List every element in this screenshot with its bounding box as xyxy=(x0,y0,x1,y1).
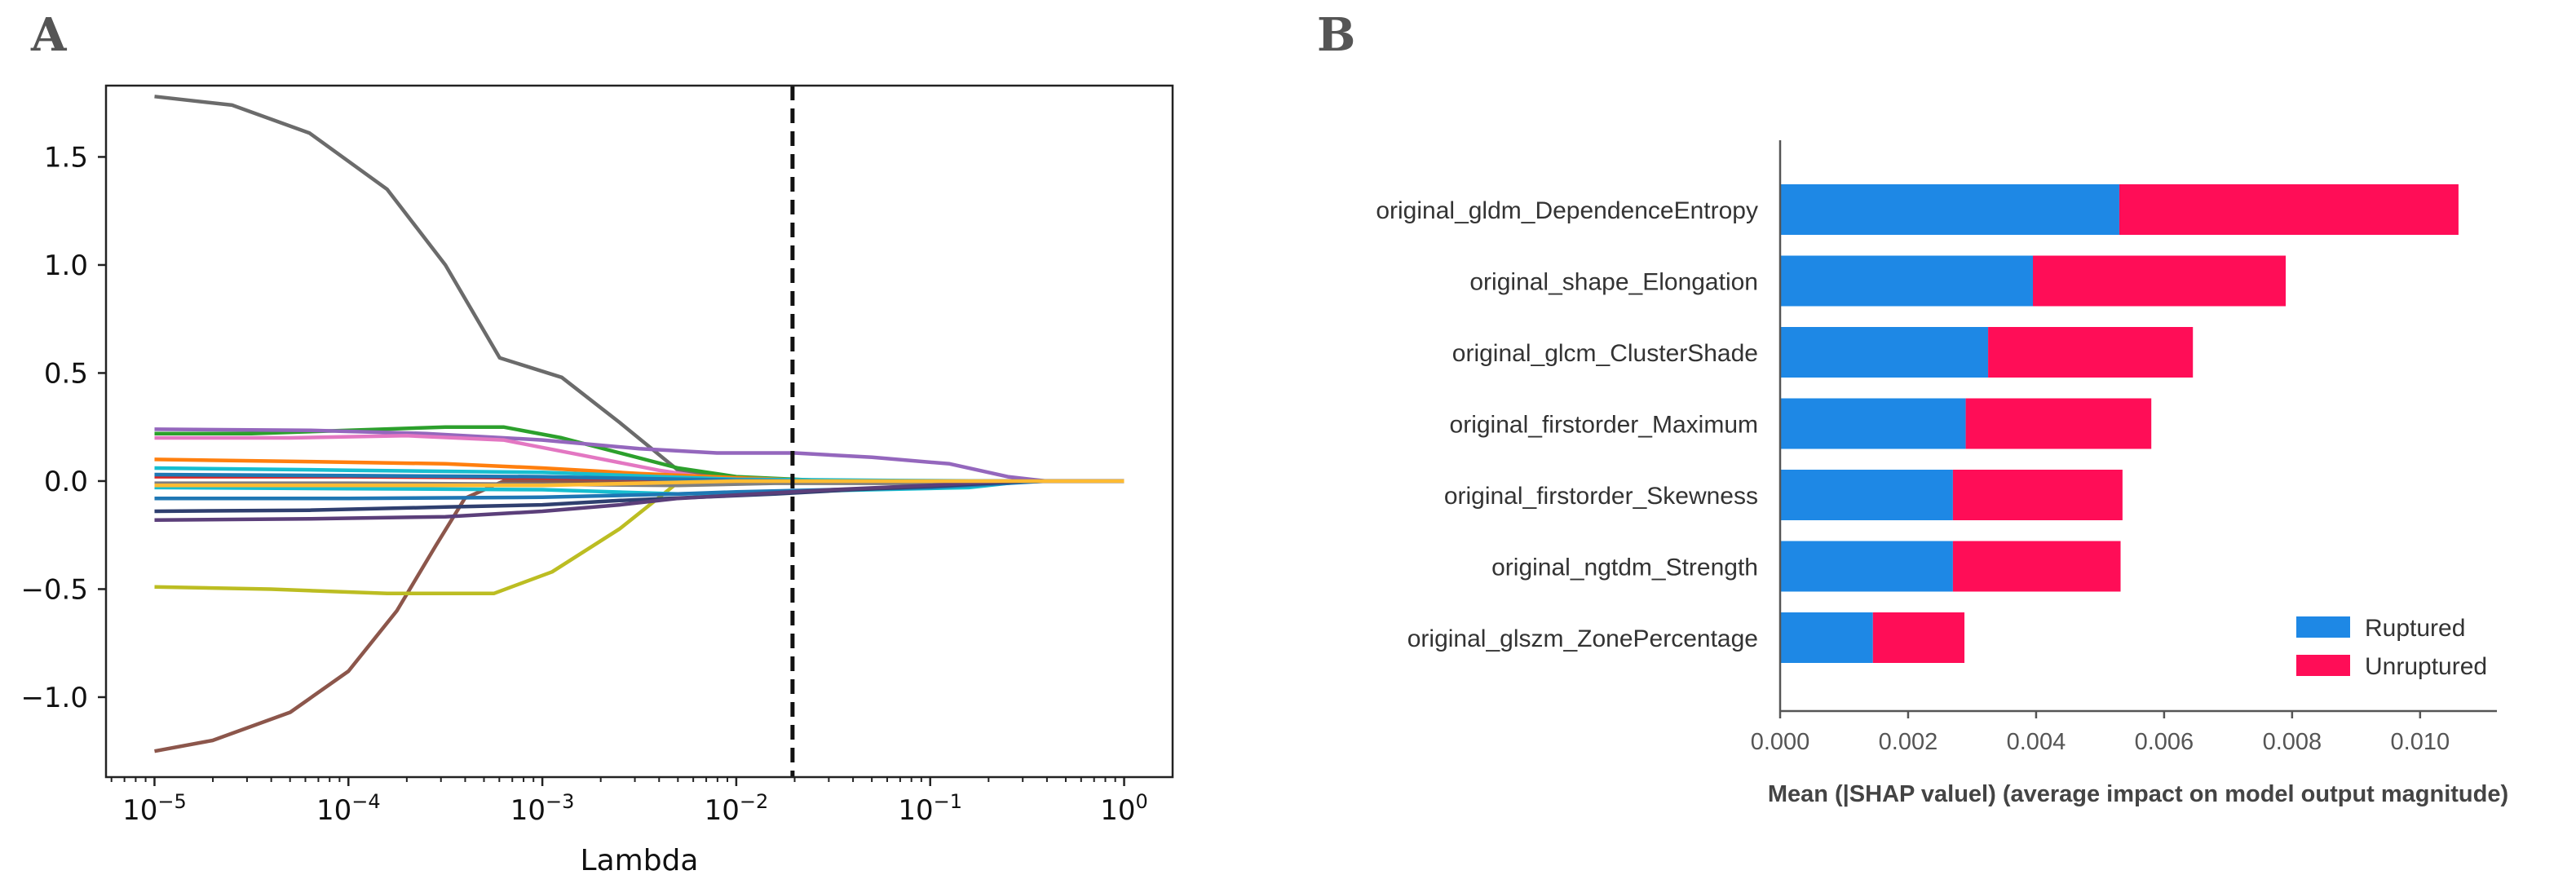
legend-swatch-ruptured xyxy=(2296,616,2350,638)
coef-path-5 xyxy=(154,427,1125,484)
bar-ruptured-4 xyxy=(1780,398,1966,449)
x-tick-label-b: 0.004 xyxy=(2007,729,2066,755)
x-axis-label: Lambda xyxy=(581,844,699,877)
y-tick-label: 0.0 xyxy=(44,466,88,498)
shap-bars: original_gldm_DependenceEntropy original_… xyxy=(1376,184,2459,663)
coefficient-paths xyxy=(154,95,1125,753)
x-tick-label: 10−5 xyxy=(122,790,187,827)
x-tick-label-b: 0.010 xyxy=(2391,729,2450,755)
bar-ruptured-6 xyxy=(1780,541,1953,592)
x-tick-label-b: 0.000 xyxy=(1751,729,1810,755)
bar-unruptured-6 xyxy=(1952,541,2121,592)
x-tick-label: 100 xyxy=(1100,790,1148,827)
x-axis-label-b: Mean (|SHAP valuel) (average impact on m… xyxy=(1768,781,2508,807)
x-tick-label: 10−4 xyxy=(316,790,381,827)
x-axis-ticks-b: 0.000 0.002 0.004 0.006 0.008 0.010 xyxy=(1751,711,2450,755)
plot-frame-a xyxy=(104,84,1174,779)
panel-b-label: B xyxy=(1317,8,1355,62)
panel-a-label: A xyxy=(30,8,68,62)
y-axis-ticks: 1.5 1.0 0.5 0.0 −0.5 −1.0 xyxy=(20,141,106,714)
legend-swatch-unruptured xyxy=(2296,655,2350,676)
y-tick-label: 0.5 xyxy=(44,357,88,390)
bar-unruptured-4 xyxy=(1965,398,2152,449)
coef-path-2 xyxy=(154,479,1125,753)
y-tick-label: 1.0 xyxy=(44,250,88,282)
bar-ruptured-2 xyxy=(1780,255,2034,307)
coef-path-16 xyxy=(154,479,1125,488)
bar-ruptured-1 xyxy=(1780,184,2119,235)
y-tick-label: −1.0 xyxy=(20,682,88,714)
bar-unruptured-7 xyxy=(1872,612,1965,663)
x-tick-label-b: 0.006 xyxy=(2135,729,2194,755)
x-axis-ticks: 10−5 10−4 10−3 10−2 10−1 100 xyxy=(110,777,1148,827)
feature-label: original_gldm_DependenceEntropy xyxy=(1376,197,1758,224)
feature-label: original_firstorder_Maximum xyxy=(1450,412,1758,439)
feature-label: original_firstorder_Skewness xyxy=(1444,483,1758,510)
lasso-coefficient-plot: 1.51.00.50.0−0.5−1.0 10−5 10−4 10−3 10−2 10−… xyxy=(20,84,1174,877)
coef-path-15 xyxy=(154,479,1125,522)
feature-label: original_ngtdm_Strength xyxy=(1491,554,1758,581)
feature-label: original_glcm_ClusterShade xyxy=(1452,340,1758,367)
x-tick-label-b: 0.008 xyxy=(2263,729,2322,755)
bar-ruptured-3 xyxy=(1780,327,1989,378)
bar-unruptured-2 xyxy=(2033,255,2287,307)
bar-unruptured-3 xyxy=(1988,327,2194,378)
x-tick-label-b: 0.002 xyxy=(1879,729,1938,755)
bar-unruptured-1 xyxy=(2119,184,2459,235)
legend-label-ruptured: Ruptured xyxy=(2365,615,2465,642)
bar-ruptured-7 xyxy=(1780,612,1873,663)
x-tick-label: 10−3 xyxy=(510,790,575,827)
feature-label: original_glszm_ZonePercentage xyxy=(1407,625,1758,652)
legend: Ruptured Unruptured xyxy=(2296,615,2487,680)
bar-ruptured-5 xyxy=(1780,470,1953,520)
x-tick-label: 10−2 xyxy=(705,790,769,827)
coef-path-1 xyxy=(154,95,1125,484)
legend-label-unruptured: Unruptured xyxy=(2365,653,2487,680)
x-tick-label: 10−1 xyxy=(898,790,962,827)
bar-unruptured-5 xyxy=(1952,470,2123,520)
feature-label: original_shape_Elongation xyxy=(1469,269,1758,296)
y-tick-label: 1.5 xyxy=(44,141,88,174)
y-tick-label: −0.5 xyxy=(20,573,88,606)
shap-importance-plot: original_gldm_DependenceEntropy original_… xyxy=(1376,140,2508,807)
